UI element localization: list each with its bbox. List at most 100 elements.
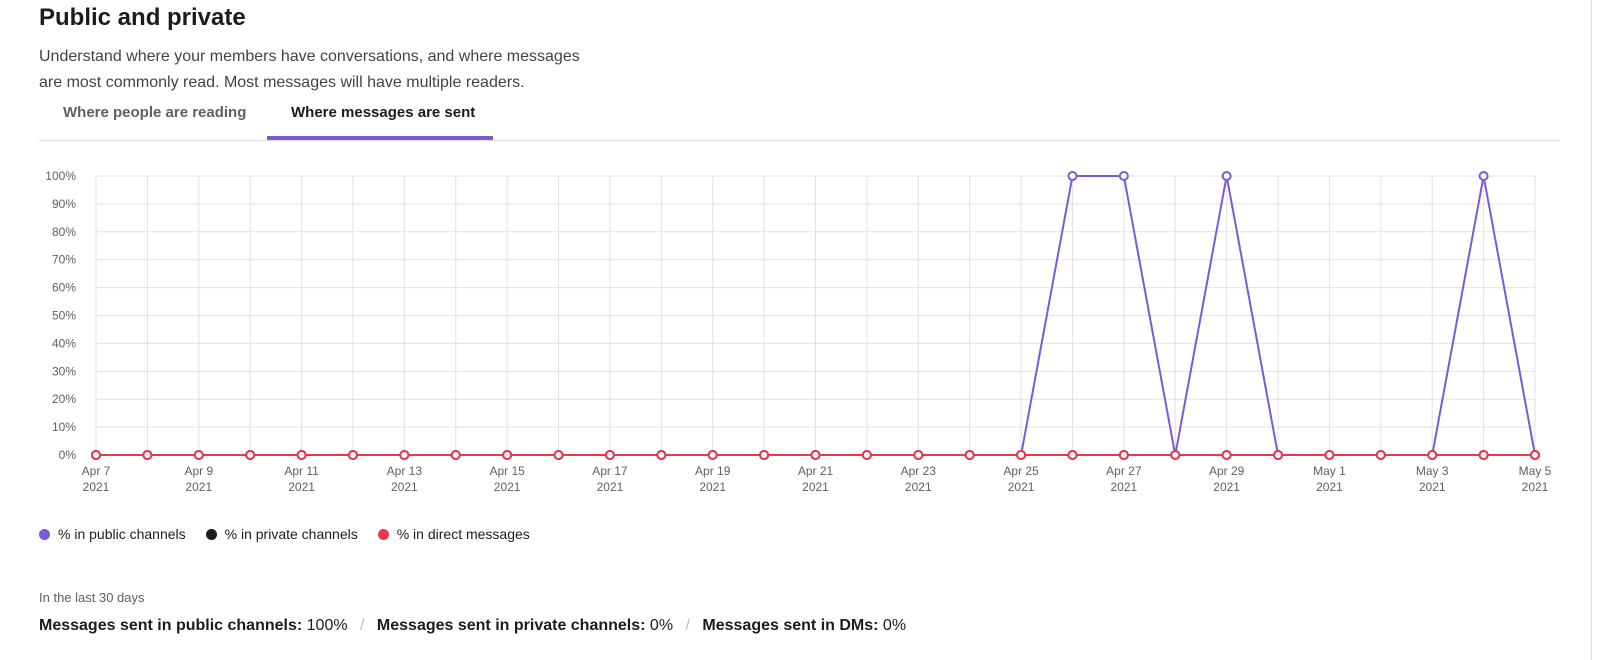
tab-where-messages-are-sent[interactable]: Where messages are sent <box>267 98 493 140</box>
x-tick-year-label: 2021 <box>288 480 315 494</box>
series-point-2 <box>913 450 924 460</box>
messages-line-chart: 0% 10% 20% 30% 40% 50% 60% 70% 80% 90% 100% Apr 7 20… <box>45 169 1552 494</box>
dms-value: 0% <box>882 617 907 634</box>
x-tick-year-label: 2021 <box>597 480 624 494</box>
x-tick-label: May 1 <box>1313 464 1346 478</box>
series-point-2 <box>1478 450 1489 460</box>
x-tick-year-label: 2021 <box>1316 480 1343 494</box>
description-line-2: are most commonly read. Most messages wi… <box>39 74 525 91</box>
series-point-2 <box>1170 450 1181 460</box>
legend-label-public: % in public channels <box>58 526 186 542</box>
series-point-2 <box>810 450 821 460</box>
x-tick-label: Apr 19 <box>695 464 731 478</box>
y-tick-label: 40% <box>52 336 76 350</box>
y-tick-label: 80% <box>52 225 76 239</box>
x-tick-label: May 3 <box>1416 464 1449 478</box>
separator: / <box>360 617 365 634</box>
x-tick-year-label: 2021 <box>1111 480 1138 494</box>
y-tick-label: 30% <box>52 364 76 378</box>
series-point-2 <box>759 450 770 460</box>
tab-where-people-are-reading[interactable]: Where people are reading <box>63 104 247 121</box>
series-point-2 <box>399 450 410 460</box>
y-tick-label: 10% <box>52 420 76 434</box>
x-tick-label: Apr 23 <box>901 464 937 478</box>
private-value: 0% <box>649 617 674 634</box>
series-point-2 <box>347 450 358 460</box>
x-tick-label: Apr 29 <box>1209 464 1245 478</box>
y-tick-label: 90% <box>52 197 76 211</box>
series-point-2 <box>1530 450 1540 460</box>
series-point-2 <box>656 450 667 460</box>
series-point-2 <box>1067 450 1078 460</box>
legend-item-dms[interactable]: % in direct messages <box>377 526 530 542</box>
x-tick-label: Apr 17 <box>592 464 628 478</box>
y-tick-label: 100% <box>45 169 76 183</box>
page-title: Public and private <box>39 4 246 31</box>
x-tick-label: Apr 13 <box>387 464 423 478</box>
x-tick-label: Apr 15 <box>489 464 525 478</box>
series-point-0 <box>1478 171 1489 181</box>
series-point-2 <box>245 450 256 460</box>
dms-label: Messages sent in DMs: <box>702 617 879 634</box>
x-tick-year-label: 2021 <box>1213 480 1240 494</box>
series-point-2 <box>1016 450 1027 460</box>
chart-legend: % in public channels % in private channe… <box>39 526 530 542</box>
tab-bar: Where people are reading Where messages … <box>39 98 1560 141</box>
x-tick-label: May 5 <box>1519 464 1552 478</box>
series-point-2 <box>964 450 975 460</box>
legend-dot-dms <box>377 528 389 540</box>
x-tick-year-label: 2021 <box>494 480 521 494</box>
x-tick-year-label: 2021 <box>905 480 932 494</box>
series-point-2 <box>1221 450 1232 460</box>
y-tick-label: 60% <box>52 281 76 295</box>
legend-dot-private <box>205 528 217 540</box>
x-tick-label: Apr 21 <box>798 464 834 478</box>
series-point-2 <box>1324 450 1335 460</box>
series-point-2 <box>707 450 718 460</box>
y-tick-label: 20% <box>52 392 76 406</box>
series-point-2 <box>296 450 307 460</box>
description-line-1: Understand where your members have conve… <box>39 48 580 65</box>
series-point-0 <box>1067 171 1078 181</box>
series-point-0 <box>1118 171 1129 181</box>
series-point-2 <box>142 450 153 460</box>
x-tick-label: Apr 11 <box>284 464 319 478</box>
x-tick-year-label: 2021 <box>1522 480 1549 494</box>
series-point-2 <box>1427 450 1438 460</box>
x-tick-label: Apr 27 <box>1106 464 1142 478</box>
y-tick-label: 0% <box>59 448 77 462</box>
y-tick-label: 50% <box>52 309 76 323</box>
series-point-2 <box>604 450 615 460</box>
private-label: Messages sent in private channels: <box>376 617 646 634</box>
series-point-2 <box>450 450 461 460</box>
series-point-2 <box>91 450 101 460</box>
y-tick-label: 70% <box>52 253 76 267</box>
series-point-2 <box>1118 450 1129 460</box>
series-point-0 <box>1221 171 1232 181</box>
public-label: Messages sent in public channels: <box>39 617 303 634</box>
public-value: 100% <box>306 617 348 634</box>
x-tick-year-label: 2021 <box>185 480 212 494</box>
legend-label-private: % in private channels <box>224 526 358 542</box>
legend-dot-public <box>39 528 50 540</box>
x-tick-label: Apr 25 <box>1003 464 1039 478</box>
series-point-2 <box>553 450 564 460</box>
series-point-2 <box>861 450 872 460</box>
legend-item-private[interactable]: % in private channels <box>205 526 358 542</box>
x-tick-year-label: 2021 <box>699 480 726 494</box>
summary-stats: Messages sent in public channels: 100% /… <box>39 617 906 635</box>
legend-item-public[interactable]: % in public channels <box>39 526 186 542</box>
series-point-2 <box>1273 450 1284 460</box>
separator: / <box>685 617 690 634</box>
x-tick-year-label: 2021 <box>1419 480 1446 494</box>
x-tick-label: Apr 9 <box>184 464 213 478</box>
x-tick-year-label: 2021 <box>391 480 418 494</box>
series-point-2 <box>193 450 204 460</box>
page-description: Understand where your members have conve… <box>39 44 639 96</box>
legend-label-dms: % in direct messages <box>396 526 530 542</box>
series-point-2 <box>1375 450 1386 460</box>
period-label: In the last 30 days <box>39 590 145 605</box>
x-tick-year-label: 2021 <box>1008 480 1035 494</box>
x-tick-year-label: 2021 <box>802 480 829 494</box>
